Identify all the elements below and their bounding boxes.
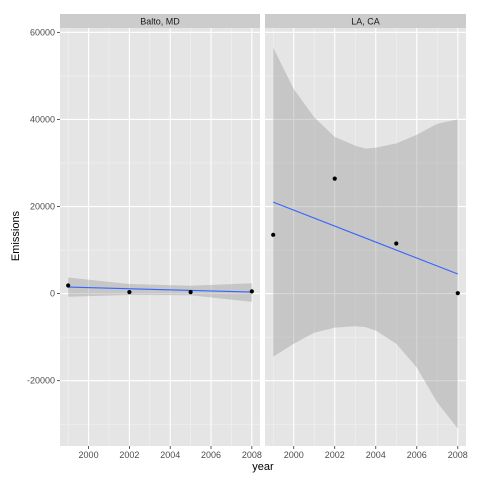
fit-line bbox=[68, 286, 252, 293]
x-tick-label: 2002 bbox=[325, 450, 345, 460]
facet-strip-label: LA, CA bbox=[351, 17, 380, 27]
data-point bbox=[271, 232, 276, 237]
x-tick-label: 2008 bbox=[448, 450, 468, 460]
panel-la-ca: LA, CA 2000 2002 2004 2006 2008 bbox=[265, 14, 468, 460]
data-point bbox=[332, 176, 337, 181]
facet-strip bbox=[60, 14, 260, 28]
x-tick-label: 2004 bbox=[160, 450, 180, 460]
y-tick-label: 40000 bbox=[30, 114, 55, 124]
y-axis: -20000 0 20000 40000 60000 bbox=[27, 27, 60, 386]
x-tick-label: 2000 bbox=[79, 450, 99, 460]
x-tick-label: 2002 bbox=[119, 450, 139, 460]
fit-line bbox=[273, 201, 458, 275]
y-axis-title: Emissions bbox=[10, 210, 22, 261]
y-tick-label: 0 bbox=[50, 289, 55, 299]
facet-strip-label: Balto, MD bbox=[140, 17, 180, 27]
data-point bbox=[66, 283, 71, 288]
data-point bbox=[188, 290, 193, 295]
data-point bbox=[127, 290, 132, 295]
x-tick-label: 2004 bbox=[366, 450, 386, 460]
x-tick-label: 2006 bbox=[201, 450, 221, 460]
y-tick-label: 20000 bbox=[30, 202, 55, 212]
data-point bbox=[249, 289, 254, 294]
y-tick-label: -20000 bbox=[27, 376, 55, 386]
facet-panels: Balto, MD 2000 2002 2004 2006 2008 LA, CA 2000 2… bbox=[60, 14, 468, 460]
x-axis-title: year bbox=[252, 461, 274, 473]
data-point bbox=[455, 291, 460, 296]
panel-background bbox=[265, 28, 466, 446]
data-point bbox=[394, 241, 399, 246]
panel-balto-md: Balto, MD 2000 2002 2004 2006 2008 bbox=[60, 14, 262, 460]
x-tick-label: 2000 bbox=[284, 450, 304, 460]
x-tick-label: 2006 bbox=[407, 450, 427, 460]
facet-strip bbox=[265, 14, 466, 28]
y-tick-label: 60000 bbox=[30, 27, 55, 37]
x-tick-label: 2008 bbox=[242, 450, 262, 460]
panel-background bbox=[60, 28, 260, 446]
